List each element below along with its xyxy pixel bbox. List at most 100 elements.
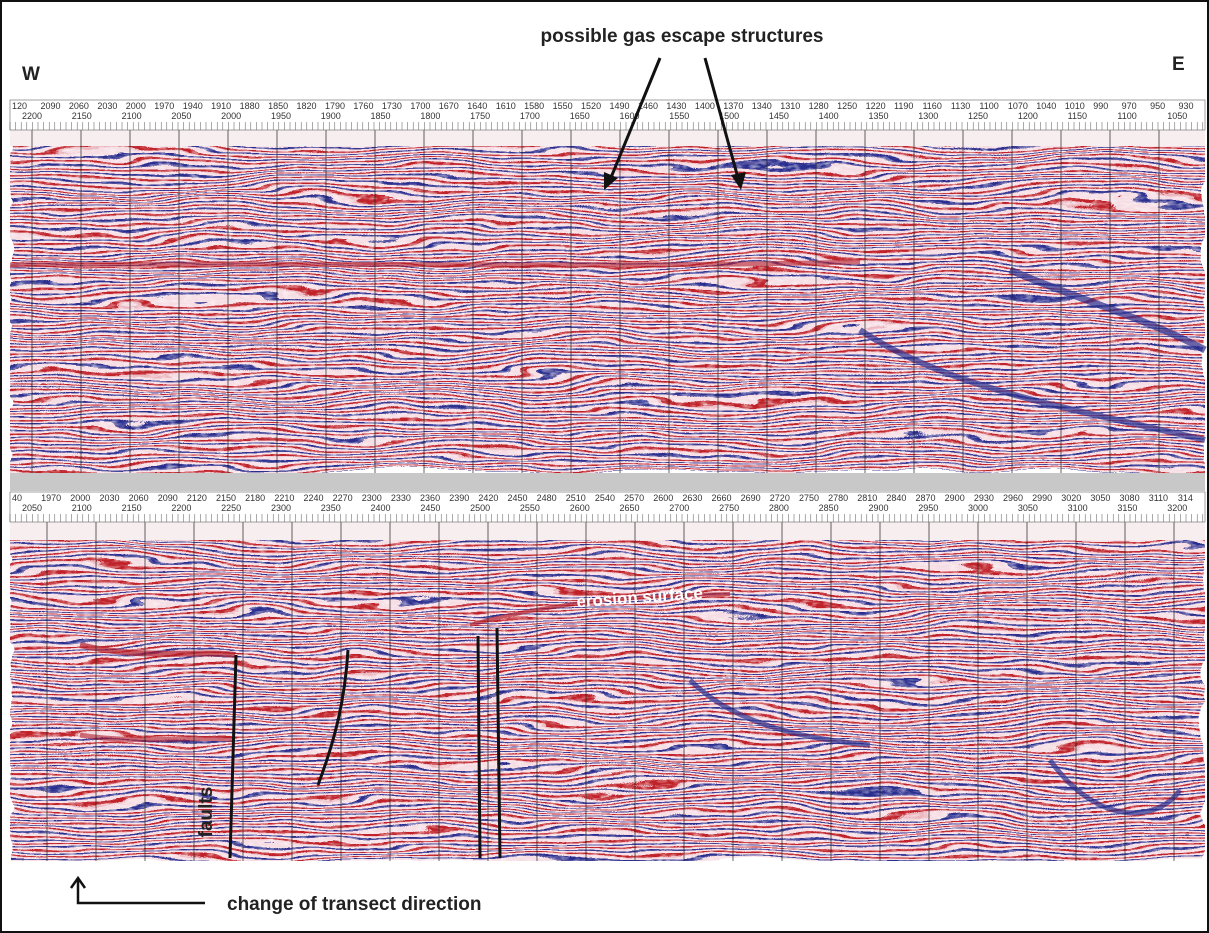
scale-label: 2570	[624, 493, 644, 503]
scale-label: 2350	[321, 503, 341, 513]
scale-label: 2150	[72, 111, 92, 121]
scale-label: 2050	[171, 111, 191, 121]
scale-label: 1430	[666, 101, 686, 111]
scale-label: 2500	[470, 503, 490, 513]
scale-label: 1880	[240, 101, 260, 111]
scale-label: 970	[1122, 101, 1137, 111]
scale-label: 1130	[951, 101, 970, 111]
scale-label: 3100	[1068, 503, 1088, 513]
bottom-seismic	[10, 520, 1205, 861]
direction-label: change of transect direction	[227, 894, 481, 915]
scale-label: 2000	[221, 111, 241, 121]
scale-label: 1700	[410, 101, 430, 111]
scale-label: 1010	[1065, 101, 1085, 111]
scale-label: 1970	[154, 101, 174, 111]
panel-separator	[10, 473, 1205, 491]
scale-label: 1190	[894, 101, 913, 111]
scale-label: 314	[1178, 493, 1193, 503]
scale-label: 1450	[769, 111, 789, 121]
scale-label: 2270	[333, 493, 353, 503]
scale-label: 2120	[187, 493, 207, 503]
scale-label: 1910	[211, 101, 231, 111]
scale-label: 2200	[171, 503, 191, 513]
scale-label: 1100	[979, 101, 998, 111]
scale-label: 120	[12, 101, 27, 111]
scale-label: 2930	[974, 493, 994, 503]
scale-label: 1940	[183, 101, 203, 111]
scale-label: 3150	[1117, 503, 1137, 513]
scale-label: 2990	[1032, 493, 1052, 503]
scale-label: 1150	[1068, 111, 1087, 121]
scale-label: 2810	[857, 493, 877, 503]
scale-label: 1490	[610, 101, 630, 111]
scale-label: 2030	[99, 493, 119, 503]
scale-label: 950	[1150, 101, 1165, 111]
scale-label: 1520	[581, 101, 601, 111]
scale-label: 3110	[1149, 493, 1168, 503]
scale-label: 1250	[837, 101, 857, 111]
scale-label: 2650	[620, 503, 640, 513]
scale-label: 3050	[1090, 493, 1110, 503]
scale-label: 2700	[669, 503, 689, 513]
scale-label: 3050	[1018, 503, 1038, 513]
east-label: E	[1172, 54, 1185, 75]
west-label: W	[22, 64, 40, 85]
scale-label: 2360	[420, 493, 440, 503]
scale-label: 2420	[478, 493, 498, 503]
scale-label: 1970	[41, 493, 61, 503]
scale-label: 2690	[741, 493, 761, 503]
scale-label: 1350	[868, 111, 888, 121]
scale-label: 3080	[1120, 493, 1140, 503]
scale-label: 2150	[216, 493, 236, 503]
scale-label: 1850	[268, 101, 288, 111]
scale-label: 1950	[271, 111, 291, 121]
scale-label: 2060	[69, 101, 89, 111]
scale-label: 2180	[245, 493, 265, 503]
scale-label: 1160	[922, 101, 941, 111]
scale-label: 2090	[158, 493, 178, 503]
scale-label: 2390	[449, 493, 469, 503]
scale-label: 2600	[653, 493, 673, 503]
scale-label: 3200	[1167, 503, 1187, 513]
scale-label: 2540	[595, 493, 615, 503]
scale-label: 1310	[780, 101, 800, 111]
scale-label: 2800	[769, 503, 789, 513]
scale-label: 1370	[723, 101, 743, 111]
scale-label: 2250	[221, 503, 241, 513]
scale-label: 1700	[520, 111, 540, 121]
scale-label: 2210	[274, 493, 294, 503]
scale-label: 1550	[669, 111, 689, 121]
scale-label: 2240	[303, 493, 323, 503]
scale-label: 1900	[321, 111, 341, 121]
scale-label: 2050	[22, 503, 42, 513]
scale-label: 1550	[553, 101, 573, 111]
scale-label: 2330	[391, 493, 411, 503]
scale-label: 2900	[945, 493, 965, 503]
gas-label: possible gas escape structures	[540, 26, 823, 47]
scale-label: 1100	[1117, 111, 1136, 121]
scale-label: 1070	[1008, 101, 1028, 111]
scale-label: 1730	[382, 101, 402, 111]
scale-label: 990	[1093, 101, 1108, 111]
scale-label: 2030	[97, 101, 117, 111]
scale-label: 2100	[122, 111, 142, 121]
scale-label: 2000	[126, 101, 146, 111]
scale-label: 1250	[968, 111, 988, 121]
scale-label: 2000	[70, 493, 90, 503]
scale-label: 2300	[362, 493, 382, 503]
scale-label: 2660	[712, 493, 732, 503]
scale-label: 1400	[819, 111, 839, 121]
scale-label: 1760	[353, 101, 373, 111]
scale-label: 2900	[868, 503, 888, 513]
scale-label: 3020	[1061, 493, 1081, 503]
scale-label: 2400	[371, 503, 391, 513]
faults-label: faults	[196, 787, 217, 838]
scale-label: 2150	[122, 503, 142, 513]
scale-label: 3000	[968, 503, 988, 513]
scale-label: 1650	[570, 111, 590, 121]
scale-label: 2060	[129, 493, 149, 503]
scale-label: 2870	[916, 493, 936, 503]
scale-label: 1220	[866, 101, 886, 111]
scale-label: 2720	[770, 493, 790, 503]
scale-label: 1820	[297, 101, 317, 111]
